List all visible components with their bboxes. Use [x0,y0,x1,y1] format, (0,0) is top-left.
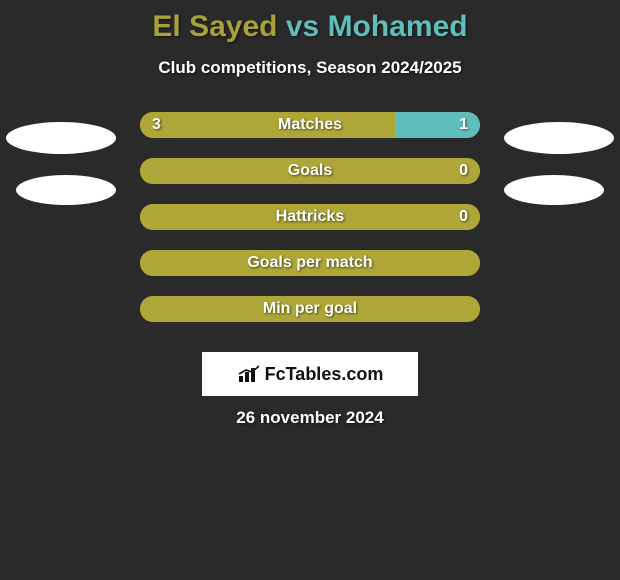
page-title: El Sayed vs Mohamed [0,0,620,44]
stat-row: Hattricks0 [0,204,620,230]
brand-text: FcTables.com [265,364,384,385]
bar-fill-player1 [140,296,480,322]
title-vs: vs [286,10,319,43]
bar-track [140,204,480,230]
date-text: 26 november 2024 [0,408,620,428]
stat-value-player2: 0 [459,204,468,230]
player1-name: El Sayed [152,10,277,43]
brand-chart-icon [237,364,261,384]
bar-track [140,112,480,138]
bar-track [140,158,480,184]
stat-value-player1: 3 [152,112,161,138]
stat-row: Goals per match [0,250,620,276]
stat-row: Min per goal [0,296,620,322]
player2-name: Mohamed [328,10,468,43]
stat-row: Matches31 [0,112,620,138]
stat-row: Goals0 [0,158,620,184]
comparison-infographic: El Sayed vs Mohamed Club competitions, S… [0,0,620,580]
subtitle: Club competitions, Season 2024/2025 [0,58,620,78]
brand-box: FcTables.com [202,352,418,396]
stat-value-player2: 1 [459,112,468,138]
bar-track [140,296,480,322]
bar-fill-player1 [140,204,480,230]
stat-value-player2: 0 [459,158,468,184]
bar-fill-player1 [140,158,480,184]
bar-fill-player1 [140,112,395,138]
bar-fill-player1 [140,250,480,276]
bar-track [140,250,480,276]
